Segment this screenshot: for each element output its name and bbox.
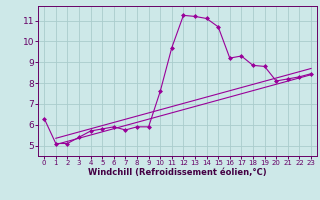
X-axis label: Windchill (Refroidissement éolien,°C): Windchill (Refroidissement éolien,°C) (88, 168, 267, 177)
